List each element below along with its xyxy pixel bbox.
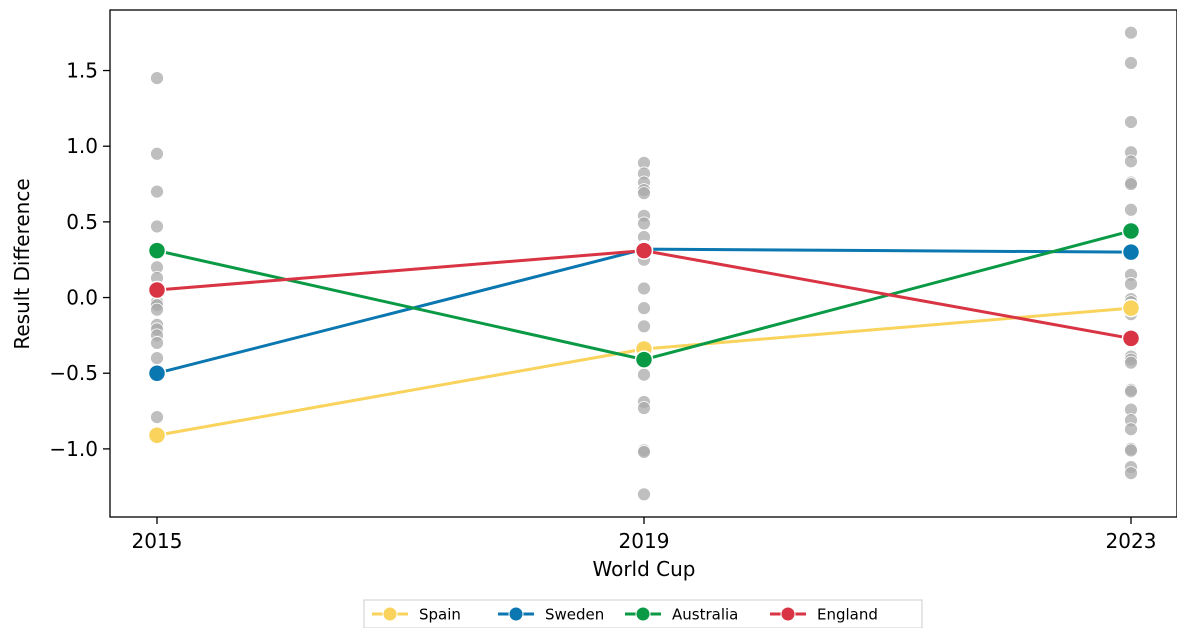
series-point-sweden bbox=[147, 363, 167, 383]
x-axis: 2015 2019 2023 bbox=[132, 517, 1157, 553]
background-point bbox=[150, 71, 164, 86]
legend-marker bbox=[382, 606, 398, 622]
series-point-spain bbox=[147, 426, 167, 445]
series-point-australia bbox=[147, 241, 167, 260]
legend-label: Sweden bbox=[545, 606, 604, 624]
legend: Spain Sweden Australia England bbox=[363, 599, 923, 628]
y-tick-label: 0.5 bbox=[66, 210, 98, 234]
series-point-sweden bbox=[1121, 242, 1141, 262]
background-point bbox=[1124, 355, 1138, 370]
background-point bbox=[1124, 466, 1138, 481]
background-point bbox=[150, 146, 164, 161]
y-tick-label: 0.0 bbox=[66, 286, 98, 310]
series-point-australia bbox=[1121, 221, 1141, 241]
legend-label: Spain bbox=[419, 606, 461, 624]
background-point bbox=[637, 216, 651, 231]
background-point bbox=[637, 281, 651, 296]
background-point bbox=[637, 301, 651, 316]
legend-item-spain: Spain bbox=[372, 606, 461, 624]
legend-label: England bbox=[817, 606, 878, 624]
background-point bbox=[1124, 115, 1138, 129]
background-point bbox=[1124, 177, 1138, 191]
legend-marker bbox=[635, 606, 651, 622]
background-point bbox=[150, 351, 164, 365]
x-tick-label: 2019 bbox=[619, 529, 670, 553]
background-point bbox=[637, 319, 651, 334]
background-points bbox=[150, 25, 1138, 502]
legend-marker bbox=[780, 606, 796, 622]
background-point bbox=[150, 184, 164, 199]
y-tick-label: 1.0 bbox=[66, 134, 98, 158]
background-point bbox=[150, 410, 164, 425]
background-point bbox=[150, 219, 164, 234]
background-point bbox=[637, 401, 651, 415]
y-axis-title: Result Difference bbox=[10, 178, 34, 349]
background-point bbox=[1124, 443, 1138, 458]
x-tick-label: 2015 bbox=[132, 529, 183, 553]
series-point-england bbox=[147, 280, 167, 300]
legend-marker bbox=[508, 606, 524, 622]
series-point-australia bbox=[634, 350, 654, 369]
background-point bbox=[150, 336, 164, 350]
background-point bbox=[637, 445, 651, 459]
background-point bbox=[1124, 277, 1138, 291]
legend-item-sweden: Sweden bbox=[498, 606, 604, 624]
y-tick-label: 1.5 bbox=[66, 59, 98, 83]
background-point bbox=[1124, 25, 1138, 40]
series-point-england bbox=[634, 241, 654, 260]
background-point bbox=[637, 487, 651, 502]
series-point-spain bbox=[1121, 298, 1141, 318]
x-tick-label: 2023 bbox=[1106, 529, 1157, 553]
background-point bbox=[1124, 154, 1138, 169]
background-point bbox=[150, 302, 164, 317]
background-point bbox=[637, 186, 651, 201]
legend-item-australia: Australia bbox=[625, 606, 738, 624]
series-markers bbox=[147, 221, 1141, 445]
y-axis: −1.0 −0.5 0.0 0.5 1.0 1.5 bbox=[49, 59, 110, 461]
legend-item-england: England bbox=[770, 606, 878, 624]
background-point bbox=[1124, 384, 1138, 399]
x-axis-title: World Cup bbox=[592, 557, 695, 581]
background-point bbox=[637, 367, 651, 382]
legend-label: Australia bbox=[672, 606, 738, 624]
series-point-england bbox=[1121, 329, 1141, 348]
y-tick-label: −0.5 bbox=[49, 361, 98, 385]
background-point bbox=[1124, 422, 1138, 437]
y-tick-label: −1.0 bbox=[49, 437, 98, 461]
background-point bbox=[1124, 202, 1138, 217]
background-point bbox=[1124, 56, 1138, 70]
